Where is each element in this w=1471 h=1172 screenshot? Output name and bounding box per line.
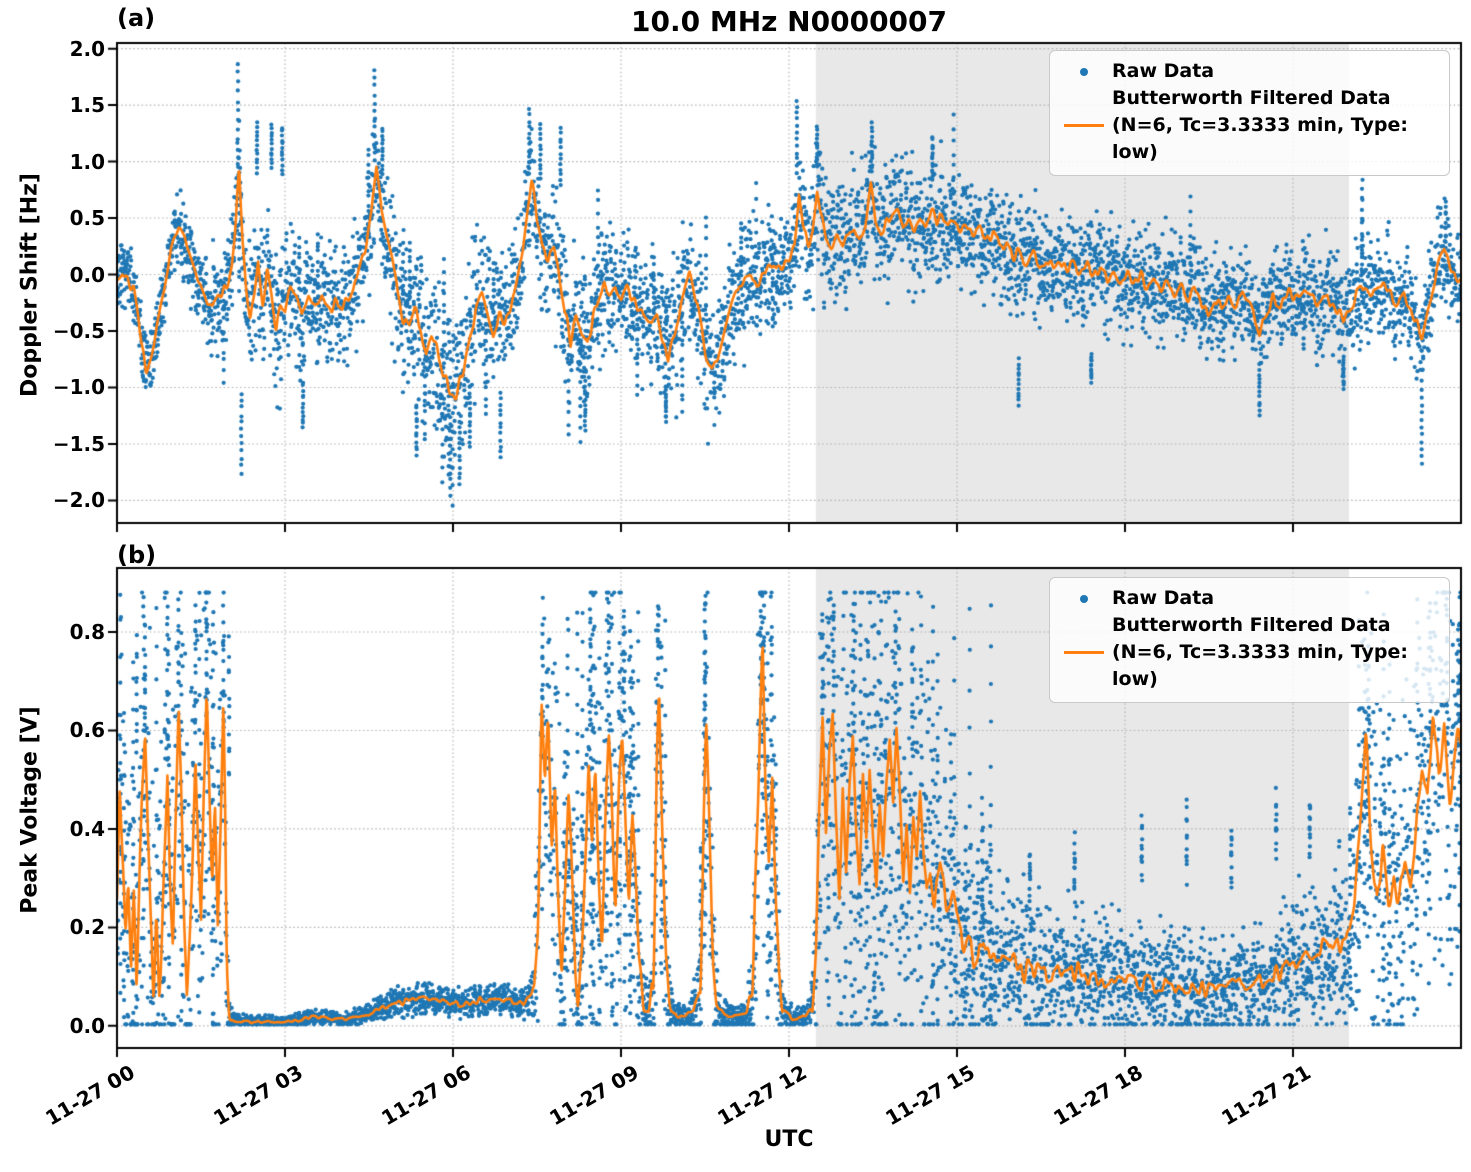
y-tick-label: 0.5	[69, 206, 105, 231]
y-tick-label: −1.5	[52, 431, 105, 456]
legend-panel-b: Raw Data Butterworth Filtered Data (N=6,…	[1049, 577, 1450, 703]
x-axis-label: UTC	[764, 1127, 814, 1152]
legend-panel-a: Raw Data Butterworth Filtered Data (N=6,…	[1049, 50, 1450, 176]
raw-data-marker-icon	[1056, 594, 1112, 603]
legend-row-filtered: Butterworth Filtered Data (N=6, Tc=3.333…	[1056, 612, 1441, 693]
panel-a-label: (a)	[117, 4, 156, 32]
panel-b-label: (b)	[117, 541, 157, 569]
y-tick-label: 0.0	[69, 262, 105, 287]
y-tick-label: −1.0	[52, 375, 105, 400]
legend-filtered-label-main: Butterworth Filtered Data	[1112, 614, 1391, 636]
legend-row-filtered: Butterworth Filtered Data (N=6, Tc=3.333…	[1056, 85, 1441, 166]
raw-data-marker-icon	[1056, 67, 1112, 76]
y-tick-label: 0.2	[69, 915, 105, 940]
y-tick-label: −2.0	[52, 488, 105, 513]
y-tick-label: 1.5	[69, 93, 105, 118]
y-tick-label: 2.0	[69, 36, 105, 61]
legend-row-raw: Raw Data	[1056, 585, 1441, 612]
y-tick-label: 0.4	[69, 816, 105, 841]
chart-title: 10.0 MHz N0000007	[631, 5, 947, 38]
legend-raw-label: Raw Data	[1112, 60, 1215, 82]
legend-row-raw: Raw Data	[1056, 58, 1441, 85]
y-tick-label: 0.6	[69, 718, 105, 743]
y-tick-label: 0.0	[69, 1013, 105, 1038]
legend-filtered-label-main: Butterworth Filtered Data	[1112, 87, 1391, 109]
y-tick-label: −0.5	[52, 319, 105, 343]
legend-filtered-label-sub: (N=6, Tc=3.3333 min, Type: low)	[1112, 641, 1408, 690]
legend-raw-label: Raw Data	[1112, 587, 1215, 609]
filtered-line-icon	[1056, 650, 1112, 655]
filtered-line-icon	[1056, 123, 1112, 128]
y-tick-label: 1.0	[69, 149, 105, 174]
legend-filtered-label-sub: (N=6, Tc=3.3333 min, Type: low)	[1112, 114, 1408, 163]
legend-filtered-label: Butterworth Filtered Data (N=6, Tc=3.333…	[1112, 612, 1441, 693]
legend-filtered-label: Butterworth Filtered Data (N=6, Tc=3.333…	[1112, 85, 1441, 166]
y-tick-label: 0.8	[69, 620, 105, 644]
